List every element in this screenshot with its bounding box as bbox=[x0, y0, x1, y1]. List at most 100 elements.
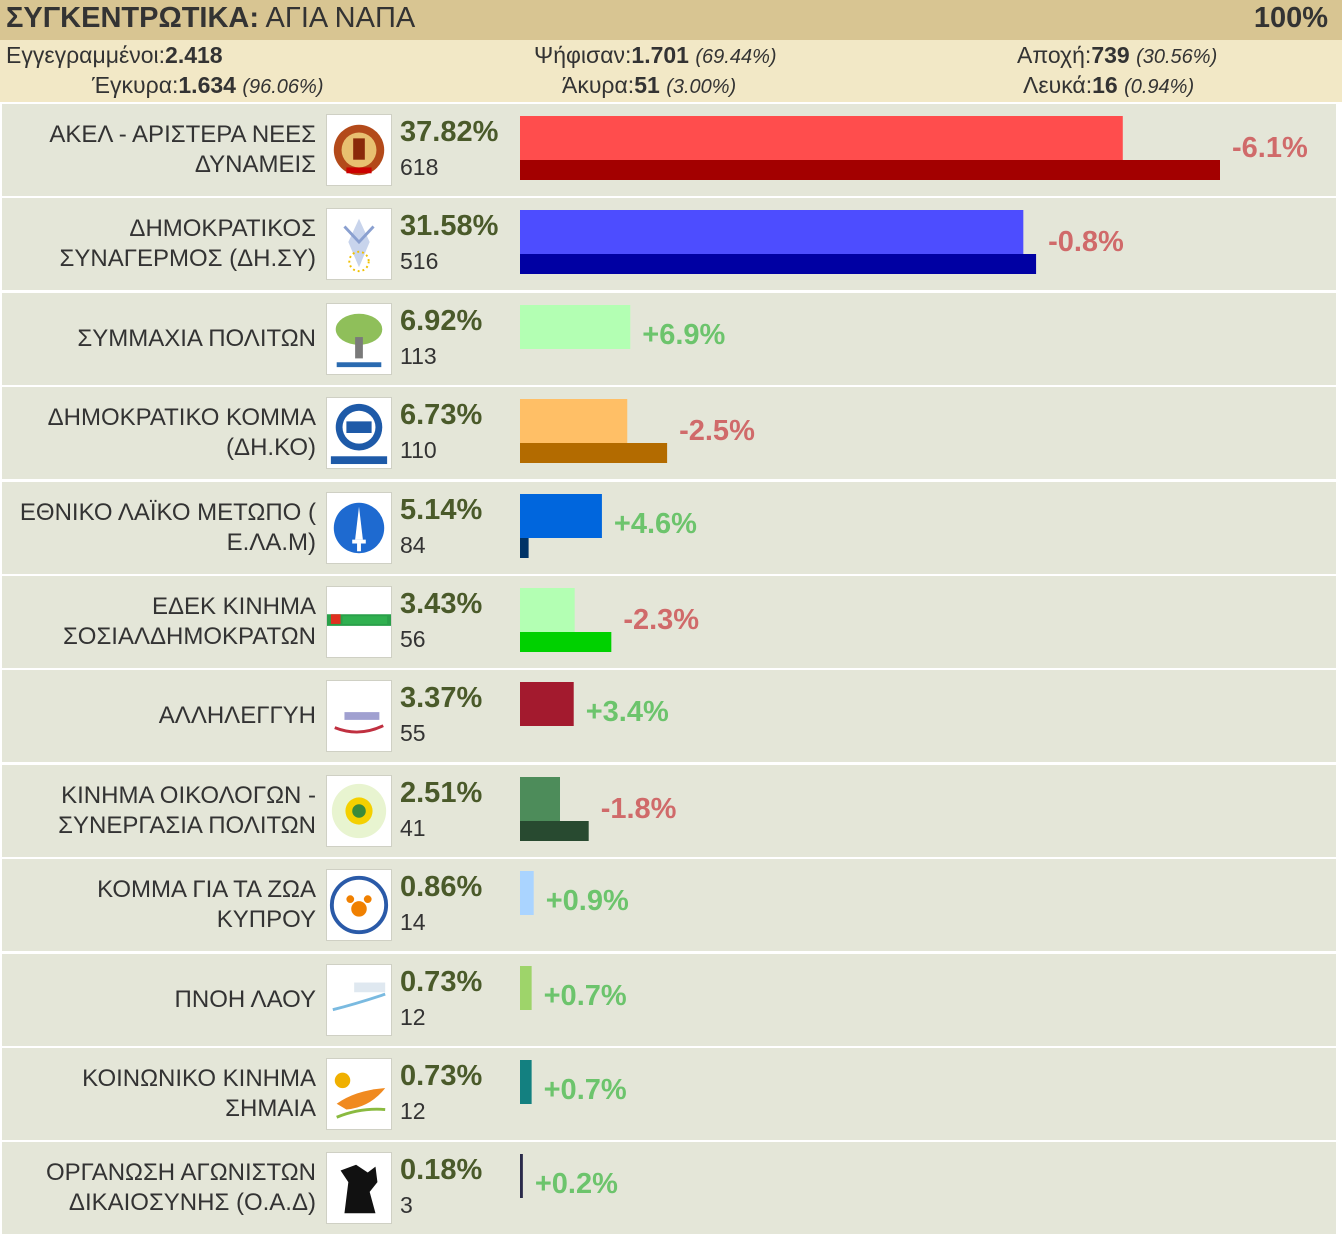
party-votes: 12 bbox=[400, 1098, 426, 1124]
party-name: ΚΙΝΗΜΑ ΟΙΚΟΛΟΓΩΝ - ΣΥΝΕΡΓΑΣΙΑ ΠΟΛΙΤΩΝ bbox=[58, 782, 316, 839]
party-row: ΚΟΜΜΑ ΓΙΑ ΤΑ ΖΩΑ ΚΥΠΡΟΥ 0.86% 14 +0.9% bbox=[2, 859, 1336, 951]
party-name: ΟΡΓΑΝΩΣΗ ΑΓΩΝΙΣΤΩΝ ΔΙΚΑΙΟΣΥΝΗΣ (Ο.Α.Δ) bbox=[46, 1159, 316, 1216]
party-change-label: +0.7% bbox=[543, 1074, 627, 1106]
akel-logo-icon bbox=[326, 114, 392, 186]
party-bar-group bbox=[520, 305, 631, 349]
olive-tree-logo-icon bbox=[326, 303, 392, 375]
invalid-stat: Άκυρα:51 (3.00%) bbox=[562, 72, 736, 99]
results-header: ΣΥΓΚΕΝΤΡΩΤΙΚΑ: ΑΓΙΑ ΝΑΠΑ 100% bbox=[0, 0, 1342, 40]
blank-stat: Λευκά:16 (0.94%) bbox=[1023, 72, 1194, 99]
party-name: ΔΗΜΟΚΡΑΤΙΚΟΣ ΣΥΝΑΓΕΡΜΟΣ (ΔΗ.ΣΥ) bbox=[59, 215, 316, 272]
animal-party-logo-icon bbox=[326, 869, 392, 941]
current-result-bar bbox=[520, 210, 1024, 254]
party-bar-group bbox=[520, 1060, 532, 1104]
party-votes: 110 bbox=[400, 437, 437, 463]
party-votes: 14 bbox=[400, 909, 426, 935]
party-bar-group bbox=[520, 682, 574, 726]
party-name: ΕΘΝΙΚΟ ΛΑΪΚΟ ΜΕΤΩΠΟ ( Ε.ΛΑ.Μ) bbox=[19, 499, 316, 556]
blank-label: Λευκά: bbox=[1023, 72, 1093, 98]
oad-lion-logo-icon bbox=[326, 1152, 392, 1224]
registered-stat: Εγγεγραμμένοι:2.418 bbox=[6, 42, 223, 69]
party-change-label: -1.8% bbox=[600, 793, 677, 825]
previous-result-bar bbox=[520, 538, 529, 558]
party-votes: 12 bbox=[400, 1004, 426, 1030]
party-bar-group bbox=[520, 777, 589, 841]
party-bar-group bbox=[520, 494, 602, 558]
current-result-bar bbox=[520, 1154, 523, 1198]
party-change-label: +0.2% bbox=[534, 1168, 618, 1200]
invalid-value: 51 bbox=[634, 72, 660, 98]
registered-value: 2.418 bbox=[165, 42, 223, 68]
party-name: ΔΗΜΟΚΡΑΤΙΚΟ ΚΟΜΜΑ (ΔΗ.ΚΟ) bbox=[47, 404, 316, 461]
simaia-logo-icon bbox=[326, 1058, 392, 1130]
party-votes: 516 bbox=[400, 248, 439, 274]
current-result-bar bbox=[520, 682, 574, 726]
party-bar-group bbox=[520, 399, 668, 463]
voted-pct: (69.44%) bbox=[695, 46, 777, 68]
party-row: ΚΟΙΝΩΝΙΚΟ ΚΙΝΗΜΑ ΣΗΜΑΙΑ 0.73% 12 +0.7% bbox=[2, 1048, 1336, 1140]
valid-label: Έγκυρα: bbox=[92, 72, 179, 98]
previous-result-bar bbox=[520, 821, 589, 841]
party-percentage: 2.51% bbox=[400, 777, 483, 809]
valid-pct: (96.06%) bbox=[242, 76, 324, 98]
current-result-bar bbox=[520, 399, 628, 443]
party-row: ΕΔΕΚ ΚΙΝΗΜΑ ΣΟΣΙΑΛΔΗΜΟΚΡΑΤΩΝ 3.43% 56 -2.3% bbox=[2, 576, 1336, 668]
party-percentage: 0.73% bbox=[400, 1060, 483, 1092]
current-result-bar bbox=[520, 494, 602, 538]
party-name: ΑΚΕΛ - ΑΡΙΣΤΕΡΑ ΝΕΕΣ ΔΥΝΑΜΕΙΣ bbox=[49, 121, 316, 178]
party-bar-group bbox=[520, 588, 612, 652]
party-change-label: -0.8% bbox=[1048, 226, 1124, 258]
edek-logo-icon bbox=[326, 586, 392, 658]
party-bar-group bbox=[520, 871, 534, 915]
party-percentage: 5.14% bbox=[400, 494, 483, 526]
previous-result-bar bbox=[520, 443, 668, 463]
party-votes: 113 bbox=[400, 343, 437, 369]
header-title: ΣΥΓΚΕΝΤΡΩΤΙΚΑ: ΑΓΙΑ ΝΑΠΑ bbox=[6, 2, 415, 35]
party-name: ΕΔΕΚ ΚΙΝΗΜΑ ΣΟΣΙΑΛΔΗΜΟΚΡΑΤΩΝ bbox=[62, 593, 316, 650]
previous-result-bar bbox=[520, 160, 1220, 180]
party-name: ΣΥΜΜΑΧΙΑ ΠΟΛΙΤΩΝ bbox=[77, 325, 316, 352]
party-percentage: 0.18% bbox=[400, 1154, 483, 1186]
party-bar-group bbox=[520, 966, 532, 1010]
party-votes: 41 bbox=[400, 815, 426, 841]
party-votes: 84 bbox=[400, 532, 426, 558]
turnout-stats: Εγγεγραμμένοι:2.418 Ψήφισαν:1.701 (69.44… bbox=[0, 40, 1342, 102]
party-votes: 3 bbox=[400, 1192, 413, 1218]
party-row: ΟΡΓΑΝΩΣΗ ΑΓΩΝΙΣΤΩΝ ΔΙΚΑΙΟΣΥΝΗΣ (Ο.Α.Δ) 0.… bbox=[2, 1142, 1336, 1234]
party-row: ΔΗΜΟΚΡΑΤΙΚΟΣ ΣΥΝΑΓΕΡΜΟΣ (ΔΗ.ΣΥ) 31.58% 516… bbox=[2, 198, 1336, 290]
elam-logo-icon bbox=[326, 492, 392, 564]
party-percentage: 6.92% bbox=[400, 305, 483, 337]
previous-result-bar bbox=[520, 632, 612, 652]
party-bar-group bbox=[520, 116, 1220, 180]
party-change-label: +0.7% bbox=[543, 980, 627, 1012]
header-title-bold: ΣΥΓΚΕΝΤΡΩΤΙΚΑ: bbox=[6, 2, 260, 34]
abstention-label: Αποχή: bbox=[1017, 42, 1092, 68]
party-change-label: +0.9% bbox=[545, 885, 629, 917]
party-percentage: 31.58% bbox=[400, 210, 499, 242]
party-votes: 618 bbox=[400, 154, 439, 180]
party-name: ΚΟΙΝΩΝΙΚΟ ΚΙΝΗΜΑ ΣΗΜΑΙΑ bbox=[82, 1065, 316, 1122]
previous-result-bar bbox=[520, 254, 1037, 274]
party-change-label: -2.5% bbox=[679, 415, 755, 447]
party-row: ΔΗΜΟΚΡΑΤΙΚΟ ΚΟΜΜΑ (ΔΗ.ΚΟ) 6.73% 110 -2.5% bbox=[2, 387, 1336, 479]
current-result-bar bbox=[520, 1060, 532, 1104]
party-percentage: 3.37% bbox=[400, 682, 483, 714]
party-change-label: +3.4% bbox=[585, 696, 669, 728]
party-row: ΚΙΝΗΜΑ ΟΙΚΟΛΟΓΩΝ - ΣΥΝΕΡΓΑΣΙΑ ΠΟΛΙΤΩΝ 2.5… bbox=[2, 765, 1336, 857]
party-percentage: 0.86% bbox=[400, 871, 483, 903]
invalid-pct: (3.00%) bbox=[666, 76, 737, 98]
party-row: ΑΛΛΗΛΕΓΓΥΗ 3.37% 55 +3.4% bbox=[2, 670, 1336, 762]
party-bar-group bbox=[520, 210, 1037, 274]
registered-label: Εγγεγραμμένοι: bbox=[6, 42, 166, 68]
party-percentage: 6.73% bbox=[400, 399, 483, 431]
voted-value: 1.701 bbox=[631, 42, 689, 68]
party-bar-group bbox=[520, 1154, 523, 1198]
party-votes: 55 bbox=[400, 720, 426, 746]
header-place: ΑΓΙΑ ΝΑΠΑ bbox=[265, 2, 416, 34]
party-row: ΠΝΟΗ ΛΑΟΥ 0.73% 12 +0.7% bbox=[2, 954, 1336, 1046]
current-result-bar bbox=[520, 966, 532, 1010]
party-percentage: 3.43% bbox=[400, 588, 483, 620]
invalid-label: Άκυρα: bbox=[562, 72, 635, 98]
voted-label: Ψήφισαν: bbox=[534, 42, 632, 68]
disy-logo-icon bbox=[326, 208, 392, 280]
